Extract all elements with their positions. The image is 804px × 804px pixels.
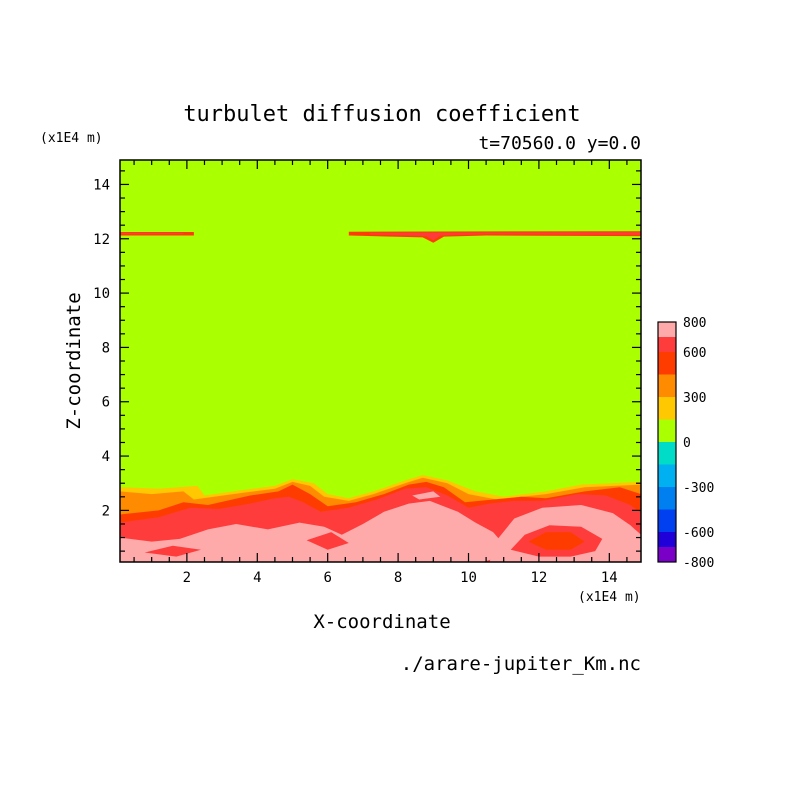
contour-region-1 xyxy=(120,232,184,235)
colorbar: -800 -600 -300 0 300 600 800 xyxy=(657,316,714,571)
colorbar-band xyxy=(658,547,676,562)
x-axis-label: X-coordinate xyxy=(313,611,450,633)
y-tick-label: 10 xyxy=(93,286,110,302)
x-axis: 2 4 6 8 10 12 14 xyxy=(133,160,628,586)
colorbar-tick-label: 600 xyxy=(683,346,706,361)
x-tick-label: 10 xyxy=(460,570,477,586)
y-tick-label: 2 xyxy=(102,503,110,519)
y-axis: 2 4 6 8 10 12 14 xyxy=(93,170,641,552)
y-tick-label: 14 xyxy=(93,177,110,193)
x-tick-label: 8 xyxy=(394,570,402,586)
colorbar-tick-label: -800 xyxy=(683,556,714,571)
colorbar-band xyxy=(658,509,676,532)
colorbar-band xyxy=(658,374,676,397)
x-tick-label: 4 xyxy=(253,570,261,586)
contour-region-11 xyxy=(528,532,585,550)
plot-area xyxy=(120,160,641,562)
colorbar-band xyxy=(658,397,676,420)
x-tick-label: 6 xyxy=(323,570,331,586)
x-unit-label: (x1E4 m) xyxy=(578,590,641,605)
y-tick-label: 8 xyxy=(102,340,110,356)
chart-title: turbulet diffusion coefficient xyxy=(183,102,580,127)
colorbar-band xyxy=(658,532,676,547)
colorbar-frame xyxy=(657,321,677,563)
colorbar-band xyxy=(658,322,676,337)
colorbar-band xyxy=(658,352,676,375)
y-unit-label: (x1E4 m) xyxy=(40,131,103,146)
contour-region-8 xyxy=(120,500,508,562)
x-tick-label: 12 xyxy=(530,570,547,586)
colorbar-tick-label: -300 xyxy=(683,481,714,496)
y-axis-label: Z-coordinate xyxy=(63,292,85,429)
colorbar-tick-label: 800 xyxy=(683,316,706,331)
colorbar-tick-label: 300 xyxy=(683,391,706,406)
y-tick-label: 4 xyxy=(102,449,110,465)
contour-region-13 xyxy=(306,532,349,550)
colorbar-band xyxy=(658,487,676,510)
y-tick-label: 12 xyxy=(93,232,110,248)
contour-region-12 xyxy=(144,545,201,557)
chart-subtitle: t=70560.0 y=0.0 xyxy=(478,133,641,154)
colorbar-band xyxy=(658,337,676,352)
y-tick-label: 6 xyxy=(102,395,110,411)
colorbar-band xyxy=(658,442,676,465)
colorbar-band xyxy=(658,464,676,487)
colorbar-tick-label: -600 xyxy=(683,526,714,541)
source-file-label: ./arare-jupiter_Km.nc xyxy=(401,653,641,675)
colorbar-band xyxy=(658,419,676,442)
x-tick-label: 14 xyxy=(601,570,618,586)
contour-region-14 xyxy=(412,491,441,500)
contour-region-3 xyxy=(369,232,641,241)
colorbar-tick-label: 0 xyxy=(683,436,691,451)
x-tick-label: 2 xyxy=(183,570,191,586)
